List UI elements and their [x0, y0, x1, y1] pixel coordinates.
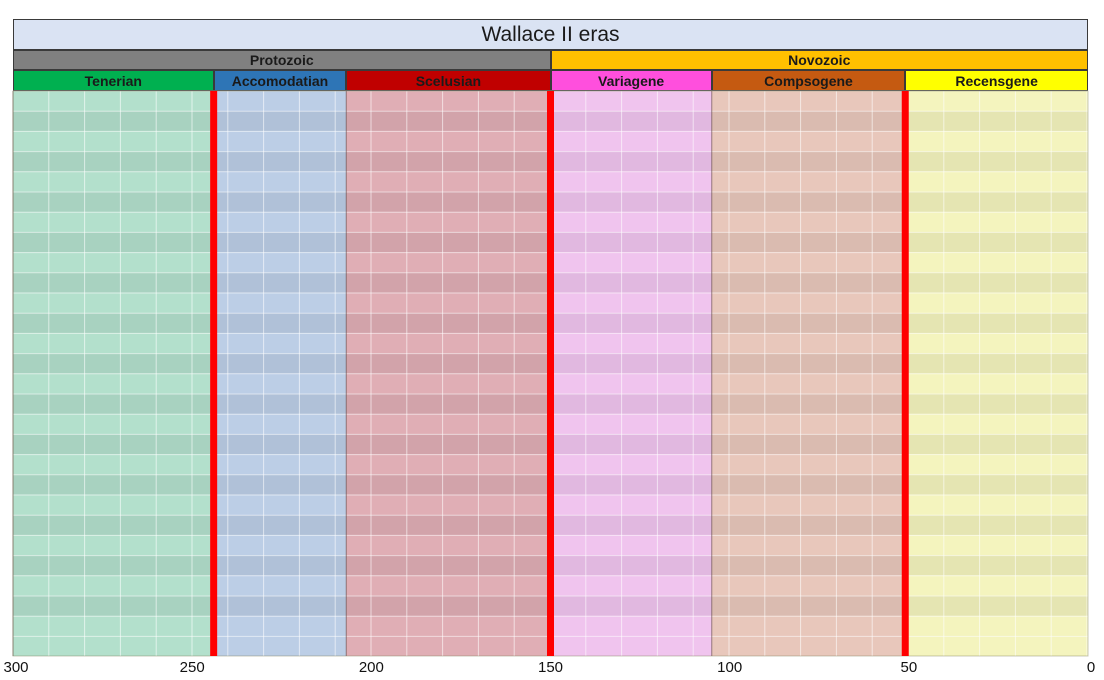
x-tick-label: 150 [537, 659, 564, 676]
x-tick-label: 200 [358, 659, 384, 676]
chart-title: Wallace II eras [13, 19, 1088, 50]
x-tick-label: 250 [179, 659, 205, 676]
boundary-line-150 [547, 91, 554, 656]
x-tick-label: 300 [3, 659, 29, 676]
period-accomodatian: Accomodatian [213, 70, 347, 91]
x-tick-label: 50 [900, 659, 918, 676]
x-tick-label: 0 [1086, 659, 1096, 676]
boundary-line-244 [210, 91, 218, 656]
boundary-line-51 [901, 91, 909, 656]
era-protozoic: Protozoic [13, 50, 551, 70]
era-novozoic: Novozoic [550, 50, 1088, 70]
x-tick-label: 100 [717, 659, 743, 676]
period-variagene: Variagene [550, 70, 712, 91]
